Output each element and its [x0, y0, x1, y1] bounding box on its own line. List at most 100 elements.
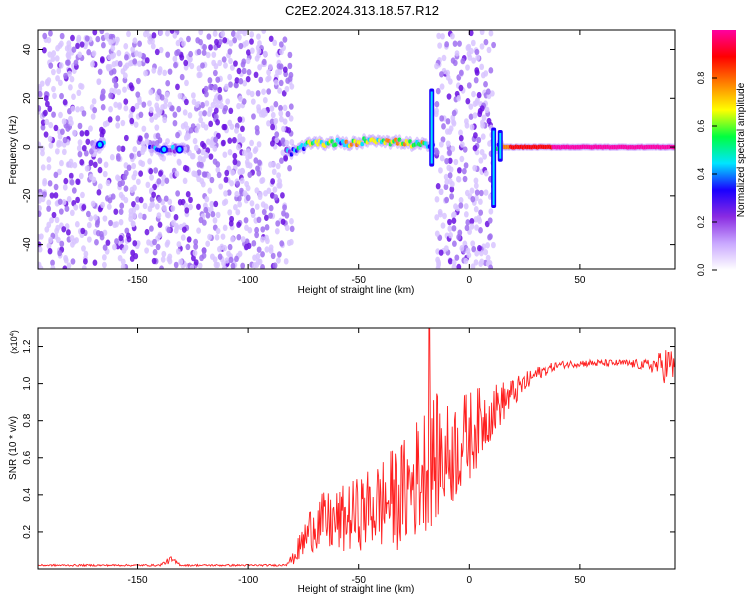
noise-speck [57, 79, 63, 86]
noise-speck [118, 234, 124, 242]
noise-speck [118, 218, 124, 226]
noise-speck [137, 51, 143, 58]
noise-speck [479, 43, 485, 50]
colorbar-tick-label: 0.8 [696, 72, 706, 85]
noise-speck [135, 178, 141, 185]
noise-speck [257, 193, 263, 201]
noise-speck [165, 30, 170, 37]
noise-speck [245, 75, 251, 83]
noise-speck [133, 252, 139, 260]
noise-speck [118, 191, 124, 199]
noise-speck [48, 30, 53, 37]
noise-speck [38, 105, 42, 112]
noise-speck [69, 179, 75, 186]
noise-speck [436, 32, 442, 40]
noise-speck [147, 158, 153, 165]
noise-speck [171, 219, 176, 226]
noise-speck [256, 107, 262, 114]
noise-speck [79, 41, 85, 48]
noise-speck [246, 69, 252, 76]
noise-speck [449, 32, 455, 40]
noise-speck [228, 107, 234, 115]
noise-speck [458, 69, 464, 76]
noise-speck [237, 168, 243, 176]
noise-speck [263, 214, 269, 221]
noise-speck [236, 34, 242, 41]
noise-speck [83, 250, 89, 258]
noise-speck [68, 172, 74, 180]
noise-speck [236, 234, 242, 241]
noise-speck [158, 170, 163, 177]
noise-speck [104, 32, 109, 40]
noise-speck [42, 191, 47, 198]
noise-speck [205, 240, 211, 247]
noise-speck [196, 203, 201, 210]
noise-speck [99, 57, 105, 64]
noise-speck [116, 49, 122, 57]
noise-speck [129, 84, 135, 92]
noise-speck [96, 189, 102, 196]
noise-speck [102, 215, 108, 222]
noise-speck [280, 192, 285, 199]
noise-speck [215, 261, 220, 269]
noise-speck [126, 30, 131, 38]
noise-speck [451, 259, 457, 266]
snr-y-tick-label: 0.4 [22, 487, 33, 501]
noise-speck [165, 138, 170, 145]
vertical-feature-core [492, 130, 495, 206]
noise-speck [197, 262, 203, 269]
noise-speck [114, 238, 119, 245]
noise-speck [134, 204, 140, 211]
noise-speck [463, 162, 469, 169]
noise-speck [212, 30, 218, 37]
noise-speck [479, 148, 485, 156]
noise-speck [186, 236, 192, 243]
noise-speck [80, 191, 85, 199]
noise-speck [282, 104, 288, 112]
colorbar-axes: 0.0 0.2 0.4 0.6 0.8 [696, 72, 717, 276]
noise-speck [183, 134, 189, 141]
noise-speck [286, 127, 292, 134]
noise-speck [58, 208, 64, 215]
noise-speck [186, 35, 191, 43]
noise-speck [224, 257, 230, 264]
noise-speck [227, 73, 233, 81]
noise-speck [96, 78, 102, 85]
noise-speck [190, 92, 196, 99]
noise-speck [179, 73, 185, 81]
noise-speck [92, 30, 98, 36]
noise-speck [148, 88, 154, 96]
noise-speck [444, 178, 450, 186]
noise-speck [102, 261, 107, 269]
noise-speck [468, 113, 474, 120]
noise-speck [173, 61, 178, 69]
noise-speck [289, 218, 294, 225]
noise-speck [112, 243, 117, 251]
noise-speck [275, 220, 281, 227]
noise-speck [175, 83, 180, 91]
noise-speck [155, 132, 161, 140]
noise-speck [39, 80, 45, 87]
noise-speck [439, 83, 445, 90]
noise-speck [253, 146, 259, 153]
noise-speck [266, 69, 272, 76]
noise-speck [183, 98, 189, 106]
noise-speck [456, 95, 462, 102]
noise-speck [144, 132, 149, 140]
noise-speck [38, 234, 41, 241]
noise-speck [97, 183, 103, 190]
noise-speck [206, 33, 212, 40]
noise-speck [236, 67, 242, 75]
noise-speck [149, 116, 155, 123]
noise-speck [213, 63, 219, 70]
noise-speck [165, 80, 171, 87]
noise-speck [277, 87, 282, 94]
noise-speck [180, 122, 186, 130]
noise-speck [65, 161, 71, 168]
noise-speck [482, 153, 487, 160]
noise-speck [485, 88, 491, 95]
noise-speck [443, 183, 449, 191]
noise-speck [135, 77, 141, 85]
noise-speck [240, 136, 246, 143]
noise-speck [81, 144, 87, 152]
